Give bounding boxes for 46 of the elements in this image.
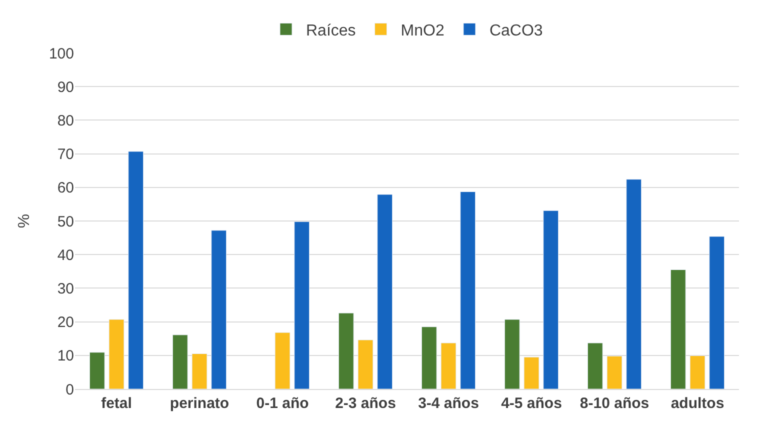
y-tick-label: 40 — [57, 246, 74, 264]
bar — [274, 332, 290, 389]
bar — [524, 356, 540, 389]
bar — [606, 356, 622, 389]
bar — [543, 210, 559, 389]
bar — [128, 151, 144, 389]
bar — [440, 342, 456, 389]
bar — [670, 269, 686, 389]
y-tick-label: 20 — [57, 314, 74, 332]
x-tick-label: 4-5 años — [501, 395, 562, 412]
x-tick-label: 8-10 años — [580, 395, 650, 412]
bar — [338, 312, 354, 389]
y-tick-label: 50 — [57, 213, 74, 230]
x-tick-label: fetal — [101, 395, 132, 412]
legend-label: MnO2 — [400, 22, 444, 40]
y-axis-title: % — [16, 214, 33, 228]
y-tick-label: 60 — [57, 180, 74, 197]
bar — [421, 326, 437, 389]
bar — [709, 236, 725, 389]
bar — [460, 192, 476, 389]
y-tick-label: 0 — [66, 381, 74, 398]
y-tick-label: 100 — [48, 45, 74, 62]
bar — [192, 353, 208, 389]
y-tick-label: 80 — [57, 112, 74, 130]
x-tick-label: 2-3 años — [335, 395, 396, 412]
legend-label: CaCO3 — [489, 22, 543, 40]
legend-label: Raíces — [306, 22, 356, 40]
x-tick-label: 3-4 años — [418, 395, 479, 412]
bar — [211, 230, 227, 389]
bar — [587, 342, 603, 389]
bar — [626, 179, 642, 389]
y-tick-label: 70 — [57, 146, 74, 164]
x-tick-label: adultos — [670, 395, 724, 412]
bar — [358, 340, 374, 389]
bar — [504, 319, 520, 389]
bar — [108, 319, 124, 389]
bar — [690, 355, 706, 389]
x-tick-label: perinato — [170, 395, 230, 412]
bar — [172, 334, 188, 389]
y-tick-label: 90 — [57, 78, 74, 96]
bar — [377, 194, 393, 389]
bar — [89, 352, 105, 389]
x-tick-label: 0-1 año — [256, 395, 309, 412]
y-tick-label: 10 — [57, 348, 74, 365]
bar — [294, 221, 310, 389]
y-tick-label: 30 — [57, 280, 74, 298]
